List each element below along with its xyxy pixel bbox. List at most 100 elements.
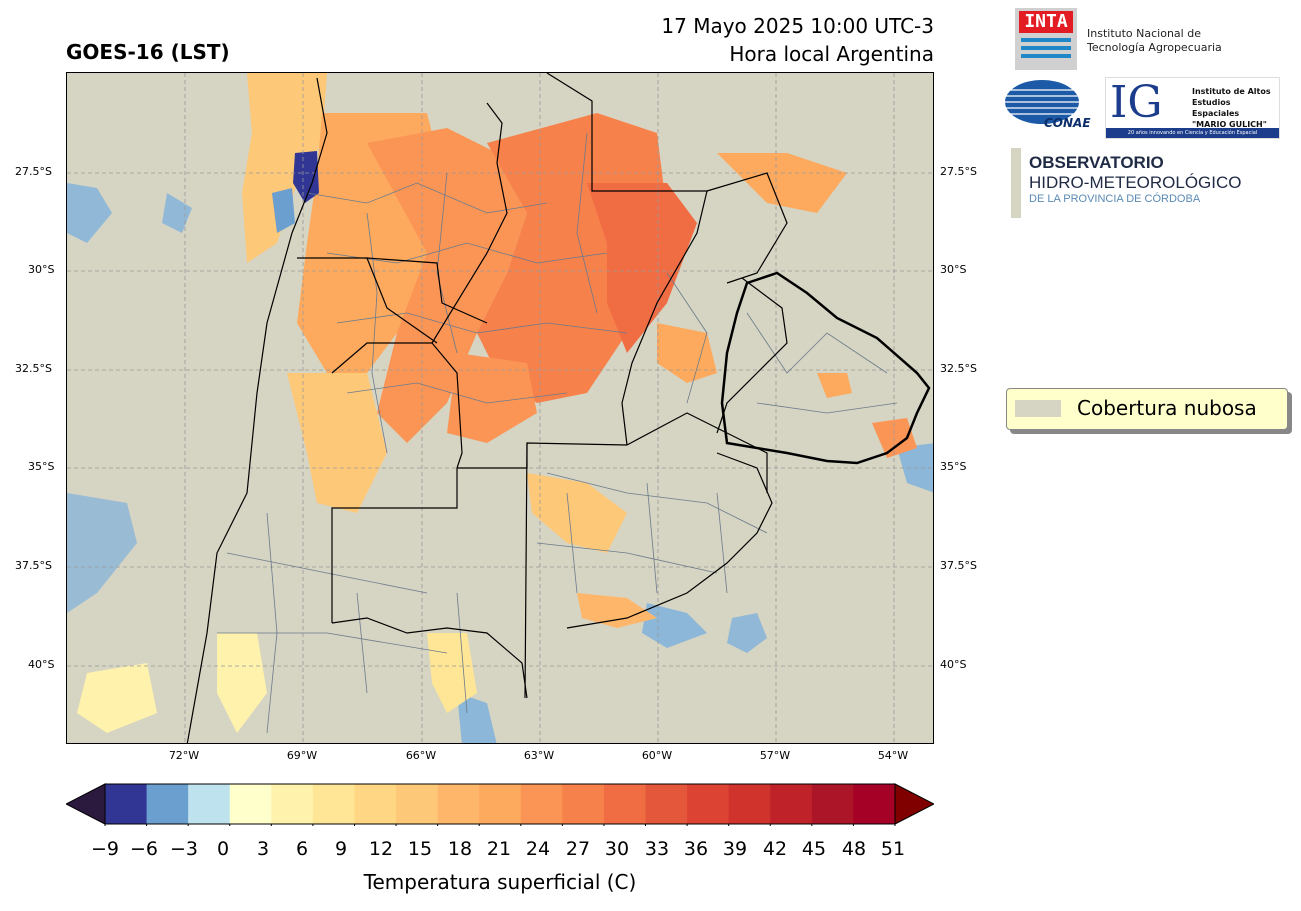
colorbar-tick: 45 xyxy=(801,838,827,860)
ig-name: Instituto de Altos Estudios Espaciales "… xyxy=(1192,86,1279,130)
colorbar-segment xyxy=(520,784,563,824)
colorbar-over-arrow xyxy=(894,783,936,825)
colorbar-tick: 9 xyxy=(334,838,348,860)
lat-tick-right: 32.5°S xyxy=(940,362,977,375)
colorbar-segment xyxy=(770,784,813,824)
conae-logo: CONAE xyxy=(1004,80,1091,130)
colorbar-tick: 33 xyxy=(644,838,670,860)
lat-tick-left: 32.5°S xyxy=(15,362,52,375)
colorbar-tick: 42 xyxy=(762,838,788,860)
map-panel xyxy=(66,72,934,744)
colorbar-tick: −3 xyxy=(169,838,198,860)
lon-tick: 72°W xyxy=(168,749,200,762)
uruguay-border xyxy=(720,271,931,465)
colorbar-segment xyxy=(312,784,355,824)
observatorio-line-3: DE LA PROVINCIA DE CÓRDOBA xyxy=(1029,193,1201,205)
lat-tick-right: 30°S xyxy=(940,263,967,276)
coastline xyxy=(566,452,773,629)
colorbar-segment xyxy=(396,784,439,824)
observatorio-bar xyxy=(1011,148,1021,218)
cloud-legend-swatch xyxy=(1015,400,1061,417)
inta-logo-mark: INTA xyxy=(1019,11,1073,33)
lon-tick: 54°W xyxy=(877,749,909,762)
lat-tick-left: 30°S xyxy=(28,263,55,276)
inta-name-line: Instituto Nacional de xyxy=(1087,27,1201,40)
colorbar-segment xyxy=(105,784,148,824)
colorbar-tick: 48 xyxy=(841,838,867,860)
local-time-line: Hora local Argentina xyxy=(729,42,934,66)
lat-tick-right: 37.5°S xyxy=(940,559,977,572)
inta-stripe xyxy=(1021,54,1071,58)
colorbar-segment xyxy=(811,784,854,824)
lat-tick-left: 27.5°S xyxy=(15,165,52,178)
ig-logo: IG Instituto de Altos Estudios Espaciale… xyxy=(1105,77,1280,139)
colorbar-tick: 0 xyxy=(216,838,230,860)
colorbar-segment xyxy=(146,784,189,824)
colorbar-segment xyxy=(645,784,688,824)
colorbar-tick: 12 xyxy=(368,838,394,860)
colorbar-segment xyxy=(188,784,231,824)
colorbar-segment xyxy=(354,784,397,824)
colorbar-under-arrow xyxy=(64,783,106,825)
observatorio-line-1: OBSERVATORIO xyxy=(1029,153,1164,172)
inta-name: Instituto Nacional de Tecnología Agropec… xyxy=(1087,27,1222,55)
colorbar-tick: 36 xyxy=(683,838,709,860)
ig-name-line: Estudios Espaciales xyxy=(1192,98,1240,118)
lon-tick: 63°W xyxy=(523,749,555,762)
lat-tick-right: 27.5°S xyxy=(940,165,977,178)
lon-tick: 57°W xyxy=(759,749,791,762)
lat-tick-left: 40°S xyxy=(28,658,55,671)
colorbar-tick: 3 xyxy=(256,838,270,860)
colorbar-tick: 6 xyxy=(295,838,309,860)
lat-tick-right: 40°S xyxy=(940,658,967,671)
colorbar-tick: 27 xyxy=(565,838,591,860)
lat-tick-left: 37.5°S xyxy=(15,559,52,572)
inta-stripe xyxy=(1021,46,1071,50)
colorbar-tick: 18 xyxy=(447,838,473,860)
colorbar-label: Temperatura superficial (C) xyxy=(363,870,637,894)
graticule xyxy=(67,73,933,743)
conae-label: CONAE xyxy=(1044,116,1091,130)
ig-name-line: Instituto de Altos xyxy=(1192,87,1271,96)
ig-mark: IG xyxy=(1110,77,1163,128)
colorbar-tick: 51 xyxy=(880,838,906,860)
colorbar-segment xyxy=(728,784,771,824)
ig-footer: 20 años innovando en Ciencia y Educación… xyxy=(1106,128,1279,138)
colorbar-segment xyxy=(229,784,272,824)
inta-logo: INTA xyxy=(1015,8,1077,70)
map-canvas xyxy=(67,73,933,743)
datetime-block: 17 Mayo 2025 10:00 UTC-3 Hora local Arge… xyxy=(661,12,934,68)
observatorio-logo: OBSERVATORIO HIDRO-METEOROLÓGICO DE LA P… xyxy=(1029,153,1242,206)
department-boundaries xyxy=(217,132,898,734)
conae-globe-icon xyxy=(1005,80,1079,124)
colorbar-tick: 39 xyxy=(722,838,748,860)
colorbar-svg xyxy=(64,783,936,828)
colorbar-tick: −9 xyxy=(90,838,119,860)
colorbar-segment xyxy=(853,784,896,824)
colorbar-tick: 24 xyxy=(525,838,551,860)
colorbar-frame xyxy=(104,783,896,825)
lst-patches xyxy=(77,73,917,733)
colorbar-segment xyxy=(479,784,522,824)
ig-name-line: "MARIO GULICH" xyxy=(1192,120,1267,129)
cloud-legend-label: Cobertura nubosa xyxy=(1077,396,1257,420)
inta-name-line: Tecnología Agropecuaria xyxy=(1087,41,1222,54)
colorbar-segment xyxy=(562,784,605,824)
cloud-legend: Cobertura nubosa xyxy=(1006,388,1288,430)
colorbar-segment xyxy=(437,784,480,824)
map-title: GOES-16 (LST) xyxy=(66,40,230,64)
colorbar-segment xyxy=(271,784,314,824)
colorbar xyxy=(64,782,936,828)
lon-tick: 69°W xyxy=(286,749,318,762)
colorbar-segment xyxy=(603,784,647,824)
lon-tick: 60°W xyxy=(641,749,673,762)
colorbar-tick: 21 xyxy=(486,838,512,860)
lat-tick-left: 35°S xyxy=(28,460,55,473)
colorbar-tick: −6 xyxy=(129,838,158,860)
lon-tick: 66°W xyxy=(405,749,437,762)
lat-tick-right: 35°S xyxy=(940,460,967,473)
colorbar-tick: 15 xyxy=(407,838,433,860)
observatorio-line-2: HIDRO-METEOROLÓGICO xyxy=(1029,173,1242,192)
inta-stripe xyxy=(1021,38,1071,42)
colorbar-segment xyxy=(687,784,730,824)
